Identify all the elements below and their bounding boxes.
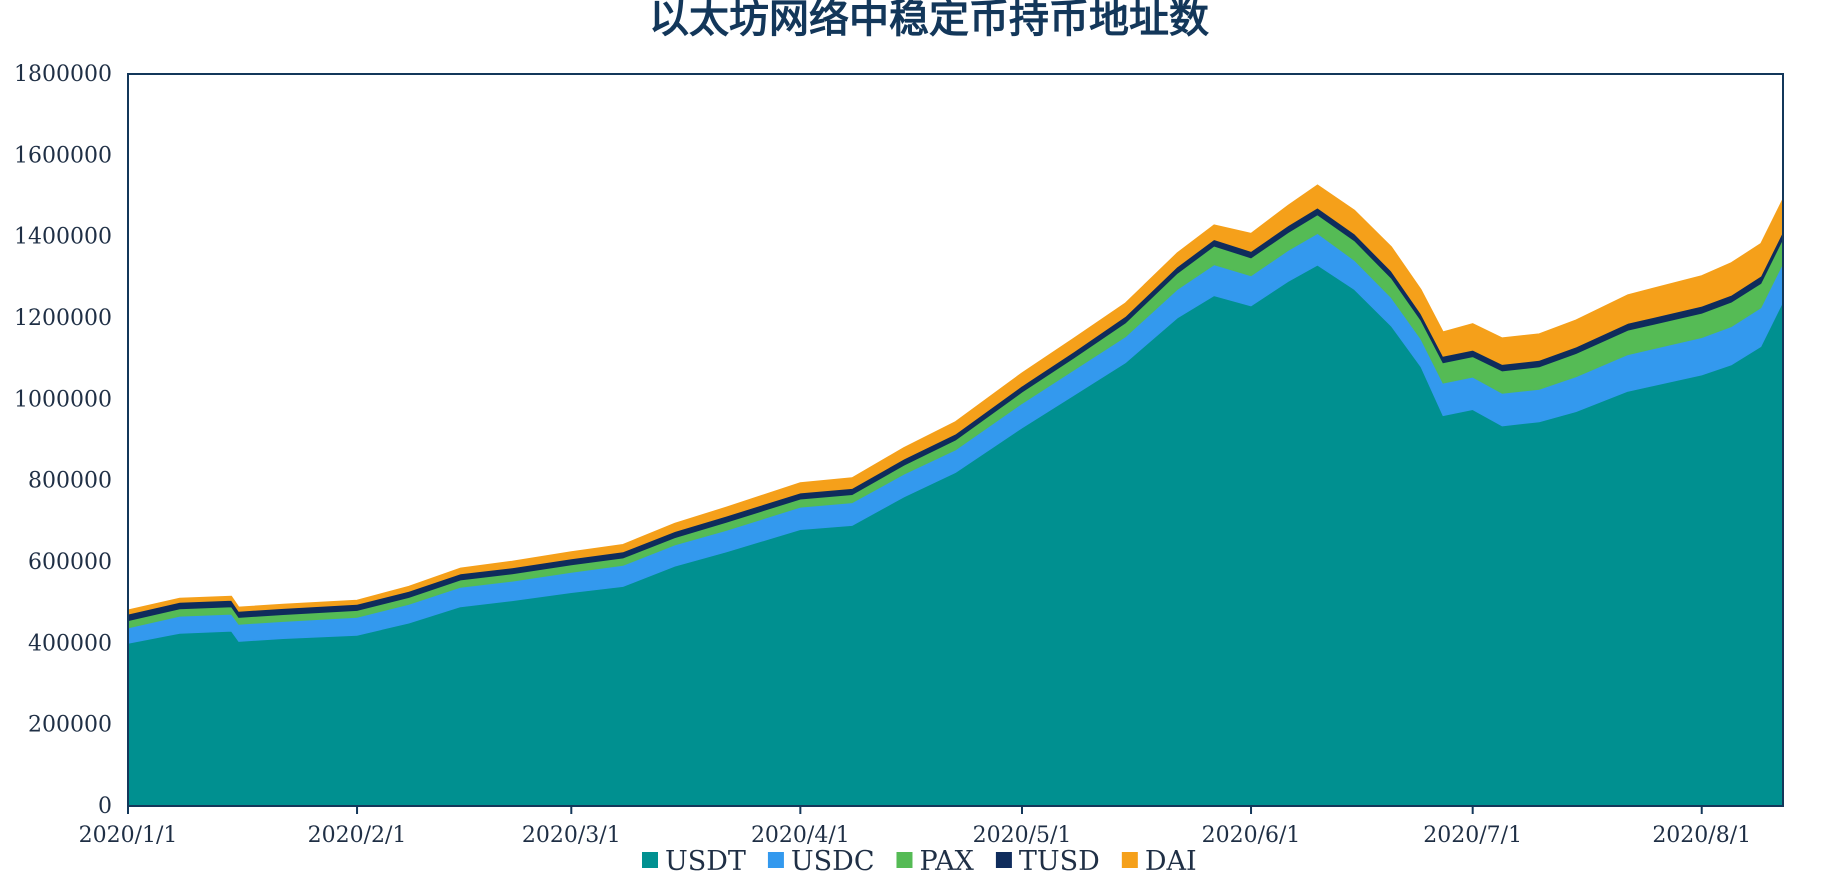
x-axis: 2020/1/1 2020/2/1 2020/3/1 2020/4/1 2020/5/1… — [79, 806, 1751, 848]
x-tick-label: 2020/1/1 — [79, 823, 178, 848]
legend-swatch — [767, 852, 784, 868]
legend-item-usdt: USDT — [642, 846, 746, 876]
x-tick-label: 2020/7/1 — [1423, 823, 1522, 848]
legend-item-dai: DAI — [1121, 846, 1197, 876]
y-tick-label: 400000 — [28, 631, 112, 656]
y-tick-label: 1600000 — [14, 143, 112, 168]
y-tick-label: 200000 — [28, 713, 112, 738]
legend-label: PAX — [919, 846, 974, 876]
legend-item-pax: PAX — [896, 846, 975, 876]
legend-item-tusd: TUSD — [995, 846, 1100, 876]
legend-label: TUSD — [1019, 846, 1100, 876]
y-tick-label: 800000 — [28, 469, 112, 494]
legend-swatch — [896, 852, 913, 868]
legend-swatch — [995, 852, 1012, 868]
x-tick-label: 2020/6/1 — [1202, 823, 1301, 848]
legend-label: DAI — [1145, 846, 1197, 876]
y-tick-label: 1200000 — [14, 306, 112, 331]
x-tick-label: 2020/3/1 — [522, 823, 621, 848]
y-tick-label: 600000 — [28, 550, 112, 575]
y-axis: 0 200000 400000 600000 800000 1000000 1200000 1… — [14, 62, 112, 819]
chart-title: 以太坊网络中稳定币持币地址数 — [649, 0, 1209, 42]
legend-item-usdc: USDC — [767, 846, 875, 876]
x-tick-label: 2020/2/1 — [308, 823, 407, 848]
y-tick-label: 1000000 — [14, 387, 112, 412]
x-tick-label: 2020/8/1 — [1652, 823, 1751, 848]
legend-swatch — [1121, 852, 1138, 868]
legend-label: USDC — [791, 846, 875, 876]
legend-label: USDT — [665, 846, 746, 876]
y-tick-label: 0 — [98, 794, 112, 819]
y-tick-label: 1800000 — [14, 62, 112, 87]
plot-area-frame — [127, 73, 1784, 807]
y-tick-label: 1400000 — [14, 225, 112, 250]
legend: USDT USDC PAX TUSD DAI — [642, 846, 1197, 876]
series-areas — [127, 184, 1784, 807]
x-tick-label: 2020/4/1 — [751, 823, 850, 848]
legend-swatch — [642, 852, 658, 868]
x-tick-label: 2020/5/1 — [973, 823, 1072, 848]
